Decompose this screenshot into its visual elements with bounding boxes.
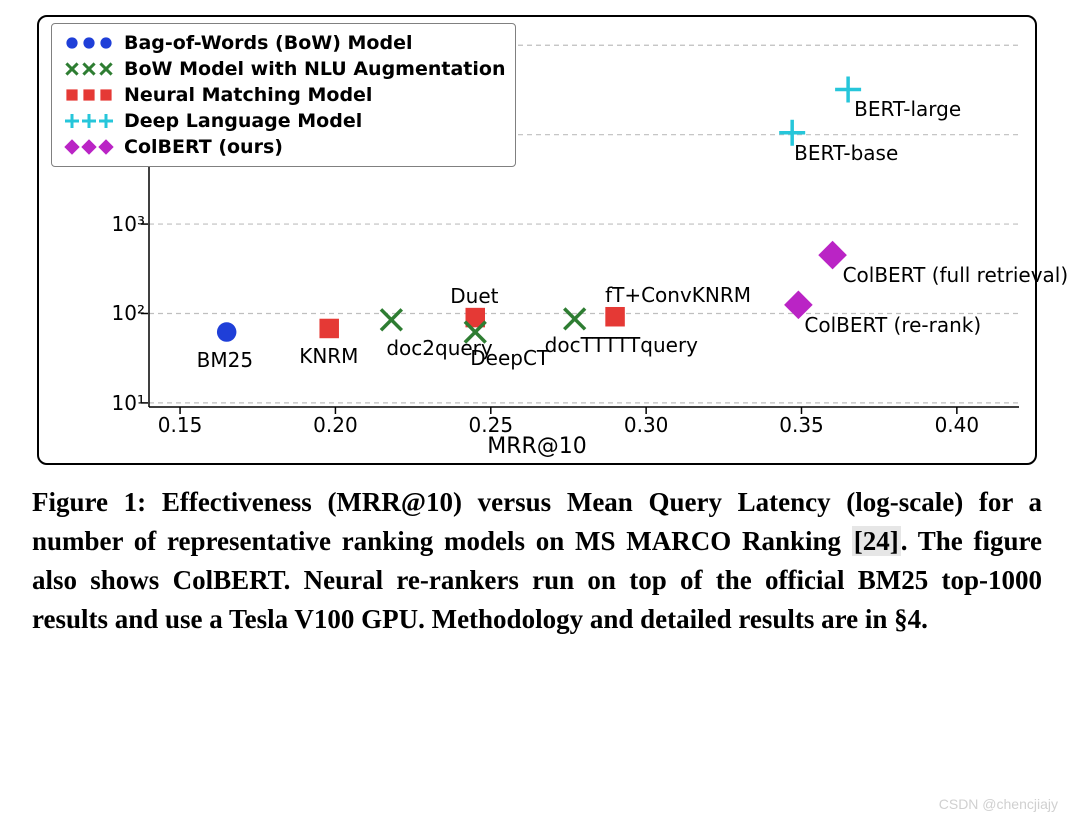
data-point-label: BM25 bbox=[197, 348, 253, 372]
caption-lead: Figure 1: bbox=[32, 487, 146, 517]
legend-label: BoW Model with NLU Augmentation bbox=[124, 58, 505, 80]
legend-label: Neural Matching Model bbox=[124, 84, 372, 106]
legend-item: ColBERT (ours) bbox=[62, 134, 505, 160]
x-tick-label: 0.30 bbox=[624, 413, 669, 437]
y-tick-label: 10³ bbox=[112, 212, 145, 236]
watermark-text: CSDN @chencjiajy bbox=[939, 796, 1058, 812]
legend-marker-icon bbox=[62, 85, 116, 105]
legend-item: Bag-of-Words (BoW) Model bbox=[62, 30, 505, 56]
caption-reference: [24] bbox=[852, 526, 901, 556]
data-point-label: ColBERT (full retrieval) bbox=[843, 263, 1069, 287]
legend-marker-icon bbox=[62, 33, 116, 53]
data-point-label: DeepCT bbox=[470, 346, 549, 370]
figure-page: Query Latency (ms) BM25KNRMdoc2queryDuet… bbox=[0, 0, 1074, 820]
chart-container: Query Latency (ms) BM25KNRMdoc2queryDuet… bbox=[37, 15, 1037, 465]
x-tick-label: 0.15 bbox=[158, 413, 203, 437]
data-point-label: KNRM bbox=[299, 344, 358, 368]
x-axis-label: MRR@10 bbox=[487, 434, 587, 459]
y-tick-label: 10² bbox=[112, 301, 145, 325]
data-point-label: BERT-base bbox=[794, 141, 898, 165]
data-point-label: docTTTTTquery bbox=[545, 333, 698, 357]
legend-marker-icon bbox=[62, 111, 116, 131]
legend-label: Deep Language Model bbox=[124, 110, 362, 132]
data-point-label: Duet bbox=[450, 284, 498, 308]
y-tick-label: 10¹ bbox=[112, 391, 145, 415]
legend-item: Neural Matching Model bbox=[62, 82, 505, 108]
legend-item: BoW Model with NLU Augmentation bbox=[62, 56, 505, 82]
data-point-label: ColBERT (re-rank) bbox=[804, 313, 981, 337]
x-tick-label: 0.35 bbox=[779, 413, 824, 437]
legend-item: Deep Language Model bbox=[62, 108, 505, 134]
x-tick-label: 0.20 bbox=[313, 413, 358, 437]
legend-label: ColBERT (ours) bbox=[124, 136, 283, 158]
legend: Bag-of-Words (BoW) Model BoW Model with N… bbox=[51, 23, 516, 167]
figure-caption: Figure 1: Effectiveness (MRR@10) versus … bbox=[32, 483, 1042, 640]
data-point-label: BERT-large bbox=[854, 97, 961, 121]
legend-marker-icon bbox=[62, 137, 116, 157]
x-tick-label: 0.40 bbox=[935, 413, 980, 437]
legend-label: Bag-of-Words (BoW) Model bbox=[124, 32, 412, 54]
data-point-label: fT+ConvKNRM bbox=[605, 283, 751, 307]
legend-marker-icon bbox=[62, 59, 116, 79]
